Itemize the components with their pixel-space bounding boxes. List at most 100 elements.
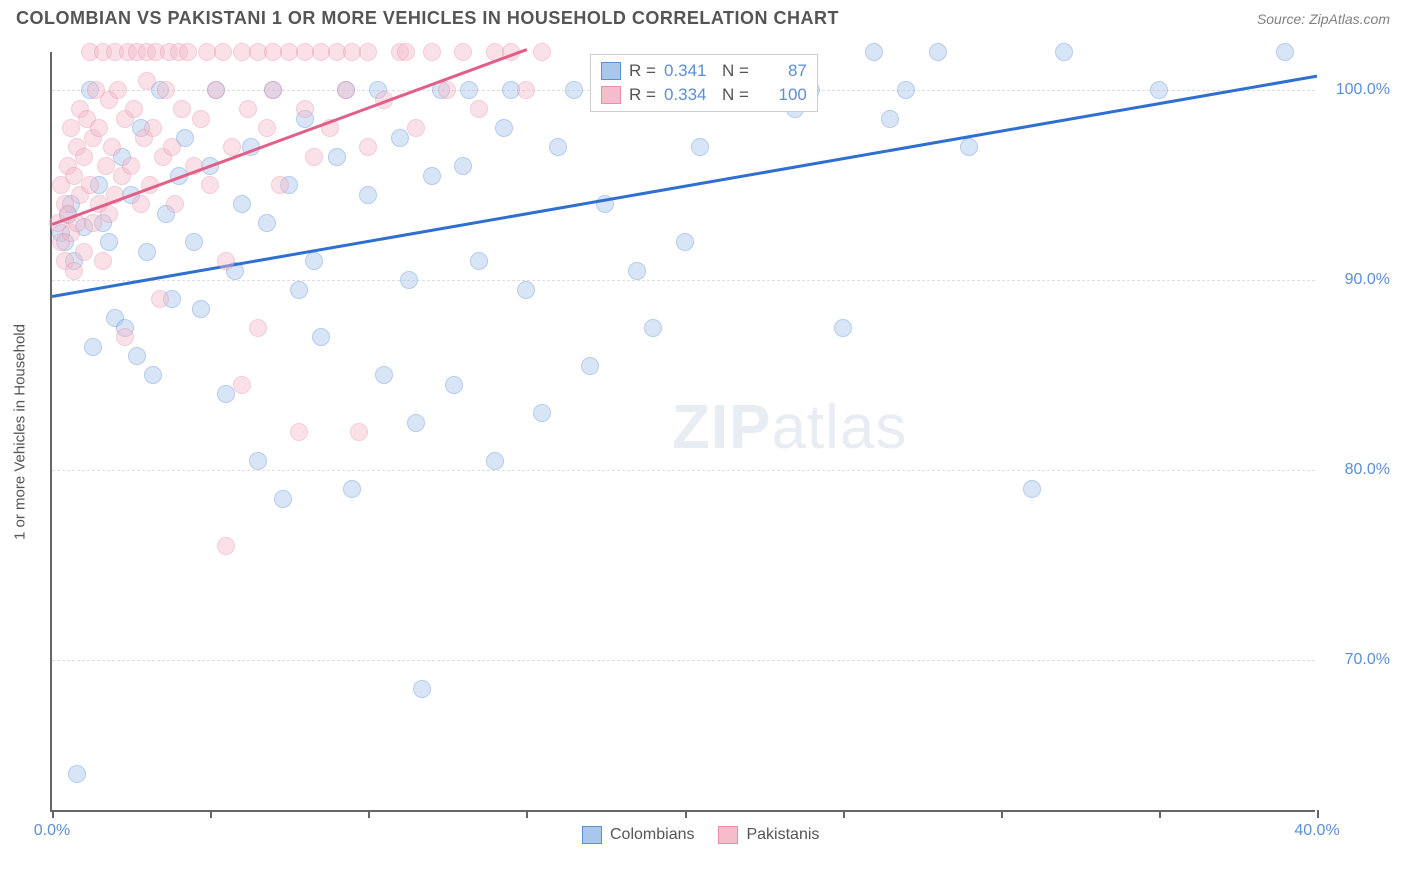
scatter-point xyxy=(264,81,282,99)
scatter-point xyxy=(84,338,102,356)
x-tick xyxy=(843,810,845,818)
scatter-point xyxy=(296,100,314,118)
scatter-point xyxy=(75,148,93,166)
n-label: N = xyxy=(722,61,749,81)
legend-item: Colombians xyxy=(582,826,694,844)
scatter-point xyxy=(100,233,118,251)
scatter-point xyxy=(305,252,323,270)
scatter-point xyxy=(214,43,232,61)
scatter-point xyxy=(397,43,415,61)
r-label: R = xyxy=(629,85,656,105)
correlation-stats-legend: R =0.341N =87R =0.334N =100 xyxy=(590,54,818,112)
scatter-point xyxy=(359,138,377,156)
y-axis-label: 1 or more Vehicles in Household xyxy=(12,324,29,540)
legend-swatch xyxy=(718,826,738,844)
scatter-point xyxy=(438,81,456,99)
x-tick xyxy=(1317,810,1319,818)
scatter-point xyxy=(166,195,184,213)
scatter-point xyxy=(960,138,978,156)
scatter-point xyxy=(94,252,112,270)
scatter-point xyxy=(834,319,852,337)
scatter-point xyxy=(413,680,431,698)
scatter-point xyxy=(62,119,80,137)
scatter-point xyxy=(565,81,583,99)
scatter-point xyxy=(312,328,330,346)
scatter-point xyxy=(328,148,346,166)
x-tick xyxy=(685,810,687,818)
scatter-point xyxy=(391,129,409,147)
gridline xyxy=(52,660,1315,661)
scatter-point xyxy=(271,176,289,194)
r-label: R = xyxy=(629,61,656,81)
legend-swatch xyxy=(582,826,602,844)
scatter-point xyxy=(1023,480,1041,498)
scatter-point xyxy=(192,110,210,128)
scatter-point xyxy=(423,167,441,185)
scatter-point xyxy=(628,262,646,280)
gridline xyxy=(52,470,1315,471)
scatter-point xyxy=(163,138,181,156)
scatter-point xyxy=(144,366,162,384)
scatter-point xyxy=(207,81,225,99)
scatter-point xyxy=(84,214,102,232)
y-tick-label: 100.0% xyxy=(1320,81,1390,99)
scatter-point xyxy=(249,319,267,337)
legend-label: Colombians xyxy=(610,826,694,844)
scatter-point xyxy=(68,765,86,783)
scatter-point xyxy=(128,347,146,365)
source-attribution: Source: ZipAtlas.com xyxy=(1257,11,1390,27)
scatter-point xyxy=(192,300,210,318)
x-tick xyxy=(210,810,212,818)
y-tick-label: 70.0% xyxy=(1320,651,1390,669)
scatter-point xyxy=(239,100,257,118)
x-tick xyxy=(526,810,528,818)
scatter-point xyxy=(486,452,504,470)
scatter-point xyxy=(201,176,219,194)
chart-title: COLOMBIAN VS PAKISTANI 1 OR MORE VEHICLE… xyxy=(16,8,839,29)
y-tick-label: 80.0% xyxy=(1320,461,1390,479)
scatter-point xyxy=(217,385,235,403)
chart-container: 1 or more Vehicles in Household ZIPatlas… xyxy=(50,52,1390,812)
scatter-point xyxy=(644,319,662,337)
scatter-point xyxy=(517,81,535,99)
scatter-point xyxy=(90,119,108,137)
scatter-point xyxy=(929,43,947,61)
n-value: 87 xyxy=(757,61,807,81)
watermark-bold: ZIP xyxy=(672,393,771,462)
scatter-point xyxy=(103,138,121,156)
x-tick-label: 0.0% xyxy=(34,822,70,840)
x-tick xyxy=(52,810,54,818)
legend-item: Pakistanis xyxy=(718,826,819,844)
scatter-point xyxy=(75,243,93,261)
scatter-point xyxy=(116,328,134,346)
scatter-point xyxy=(217,537,235,555)
scatter-point xyxy=(1276,43,1294,61)
legend-swatch xyxy=(601,62,621,80)
scatter-point xyxy=(533,404,551,422)
scatter-point xyxy=(258,214,276,232)
scatter-point xyxy=(533,43,551,61)
scatter-point xyxy=(233,195,251,213)
scatter-point xyxy=(125,100,143,118)
scatter-point xyxy=(144,119,162,137)
scatter-point xyxy=(173,100,191,118)
scatter-point xyxy=(350,423,368,441)
scatter-point xyxy=(138,243,156,261)
scatter-point xyxy=(217,252,235,270)
scatter-point xyxy=(897,81,915,99)
plot-area: ZIPatlas R =0.341N =87R =0.334N =100 70.… xyxy=(50,52,1315,812)
scatter-point xyxy=(470,100,488,118)
scatter-point xyxy=(185,233,203,251)
watermark-light: atlas xyxy=(771,393,907,462)
series-legend: Colombians Pakistanis xyxy=(582,826,819,844)
scatter-point xyxy=(676,233,694,251)
scatter-point xyxy=(470,252,488,270)
legend-label: Pakistanis xyxy=(746,826,819,844)
watermark: ZIPatlas xyxy=(672,392,907,463)
scatter-point xyxy=(359,43,377,61)
x-tick xyxy=(368,810,370,818)
n-label: N = xyxy=(722,85,749,105)
scatter-point xyxy=(407,119,425,137)
scatter-point xyxy=(1055,43,1073,61)
x-tick xyxy=(1159,810,1161,818)
